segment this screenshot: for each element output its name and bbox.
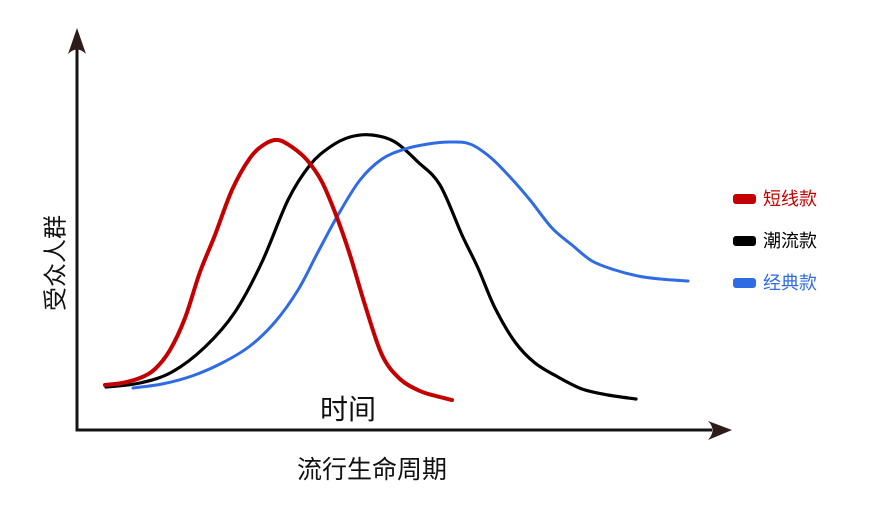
legend-swatch-trendy: [733, 236, 756, 246]
legend-swatch-short-term: [733, 194, 756, 204]
curves-layer: [103, 133, 690, 402]
legend: 短线款 潮流款 经典款: [733, 190, 817, 292]
legend-label-classic: 经典款: [763, 273, 817, 293]
legend-item-classic: 经典款: [733, 274, 817, 292]
time-annotation: 时间: [319, 395, 376, 426]
x-axis-label: 流行生命周期: [296, 457, 447, 484]
curve-经典款: [131, 140, 690, 390]
legend-label-short-term: 短线款: [763, 189, 817, 209]
legend-label-trendy: 潮流款: [763, 231, 817, 251]
curve-潮流款: [104, 133, 638, 401]
x-axis-arrowhead-icon: [708, 421, 732, 440]
y-axis-arrowhead-icon: [68, 28, 86, 54]
axes: [68, 28, 732, 440]
legend-item-short-term: 短线款: [733, 190, 817, 208]
legend-swatch-classic: [733, 278, 756, 288]
curve-短线款: [103, 137, 454, 402]
legend-item-trendy: 潮流款: [733, 232, 817, 250]
y-axis-label: 受众人群: [43, 215, 70, 311]
